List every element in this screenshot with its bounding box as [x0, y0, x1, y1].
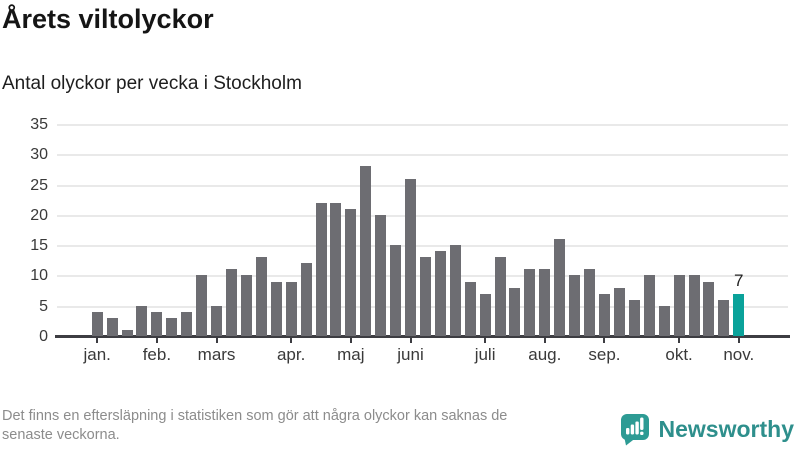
bar: [240, 275, 252, 336]
grid-line: [57, 124, 788, 126]
grid-line: [57, 154, 788, 157]
x-tick-label: sep.: [588, 345, 621, 364]
x-tick-label: maj: [337, 345, 365, 364]
y-tick-label: 5: [39, 297, 48, 315]
y-tick-label: 15: [30, 237, 48, 255]
x-tick-label: aug.: [528, 345, 562, 364]
bar: [554, 239, 566, 336]
bar: [584, 269, 596, 336]
x-tick-label: nov.: [723, 345, 755, 364]
bar: [494, 257, 506, 336]
x-tick-label: juni: [397, 345, 424, 364]
y-tick-label: 0: [39, 328, 48, 345]
x-tick-mark: [96, 337, 99, 343]
x-tick-mark: [409, 337, 412, 343]
y-tick-label: 30: [30, 146, 48, 164]
x-tick-mark: [543, 337, 546, 343]
x-tick-mark: [215, 337, 218, 343]
bar: [539, 269, 551, 336]
bar: [434, 251, 446, 336]
bar: [106, 317, 118, 336]
bar: [449, 245, 461, 336]
bar: [643, 275, 655, 336]
bar: [569, 275, 581, 336]
x-tick-label: okt.: [665, 345, 693, 364]
bar: [479, 293, 491, 336]
bar: [673, 275, 685, 336]
bar: [91, 311, 103, 336]
x-axis-line: [55, 335, 790, 338]
bar: [419, 257, 431, 336]
bar: [285, 281, 297, 336]
newsworthy-bubble-chart-icon: [620, 414, 649, 446]
bar: [151, 311, 163, 336]
footnote: Det finns en eftersläpning i statistiken…: [2, 407, 507, 444]
bar-current-week: [733, 293, 745, 336]
bar: [166, 317, 178, 336]
bar: [390, 245, 402, 336]
y-axis: 0 5 10 15 20 25 30 35: [0, 117, 48, 345]
bar: [315, 202, 327, 336]
bar: [211, 305, 223, 336]
grid-line: [57, 214, 788, 217]
bar: [181, 311, 193, 336]
bar: [405, 178, 417, 336]
bar: [658, 305, 670, 336]
bar: [196, 275, 208, 336]
x-tick-mark: [603, 337, 606, 343]
bar: [524, 269, 536, 336]
bar: [464, 281, 476, 336]
bar: [136, 305, 148, 336]
x-tick-mark: [737, 337, 740, 343]
bar: [703, 281, 715, 336]
x-tick-label: feb.: [142, 345, 172, 364]
x-tick-mark: [290, 337, 293, 343]
newsworthy-wordmark: Newsworthy: [658, 415, 794, 442]
x-tick-mark: [484, 337, 487, 343]
x-tick-label: juli: [474, 345, 496, 364]
x-tick-label: mars: [197, 345, 236, 364]
plot-area: jan. feb. mars apr. maj juni juli aug. sep. okt. n…: [55, 124, 790, 364]
x-tick-label: apr.: [276, 345, 306, 364]
y-tick-label: 35: [30, 116, 48, 133]
bar: [255, 257, 267, 336]
y-tick-label: 20: [30, 206, 48, 224]
y-tick-label: 10: [30, 267, 48, 285]
bar: [345, 208, 357, 336]
bar: [628, 299, 640, 336]
bar: [300, 263, 312, 336]
bar: [613, 287, 625, 336]
x-tick-mark: [155, 337, 158, 343]
value-label: 7: [734, 270, 744, 290]
bar: [375, 214, 387, 336]
newsworthy-logo: Newsworthy: [618, 412, 794, 446]
bar: [121, 329, 133, 336]
grid-line: [57, 245, 788, 248]
bar: [360, 166, 372, 336]
bar: [598, 293, 610, 336]
chart-subtitle: Antal olyckor per vecka i Stockholm: [2, 73, 302, 94]
bar: [225, 269, 237, 336]
bar: [330, 202, 342, 336]
footnote-line-1: Det finns en eftersläpning i statistiken…: [2, 408, 508, 424]
grid-line: [57, 184, 788, 187]
y-tick-label: 25: [30, 176, 48, 194]
bar: [688, 275, 700, 336]
footnote-line-2: senaste veckorna.: [2, 426, 120, 443]
x-tick-label: jan.: [83, 345, 111, 364]
bar: [270, 281, 282, 336]
bar: [718, 299, 730, 336]
x-tick-mark: [678, 337, 681, 343]
x-tick-mark: [349, 337, 352, 343]
page-title: Årets viltolyckor: [2, 4, 214, 34]
bar: [509, 287, 521, 336]
